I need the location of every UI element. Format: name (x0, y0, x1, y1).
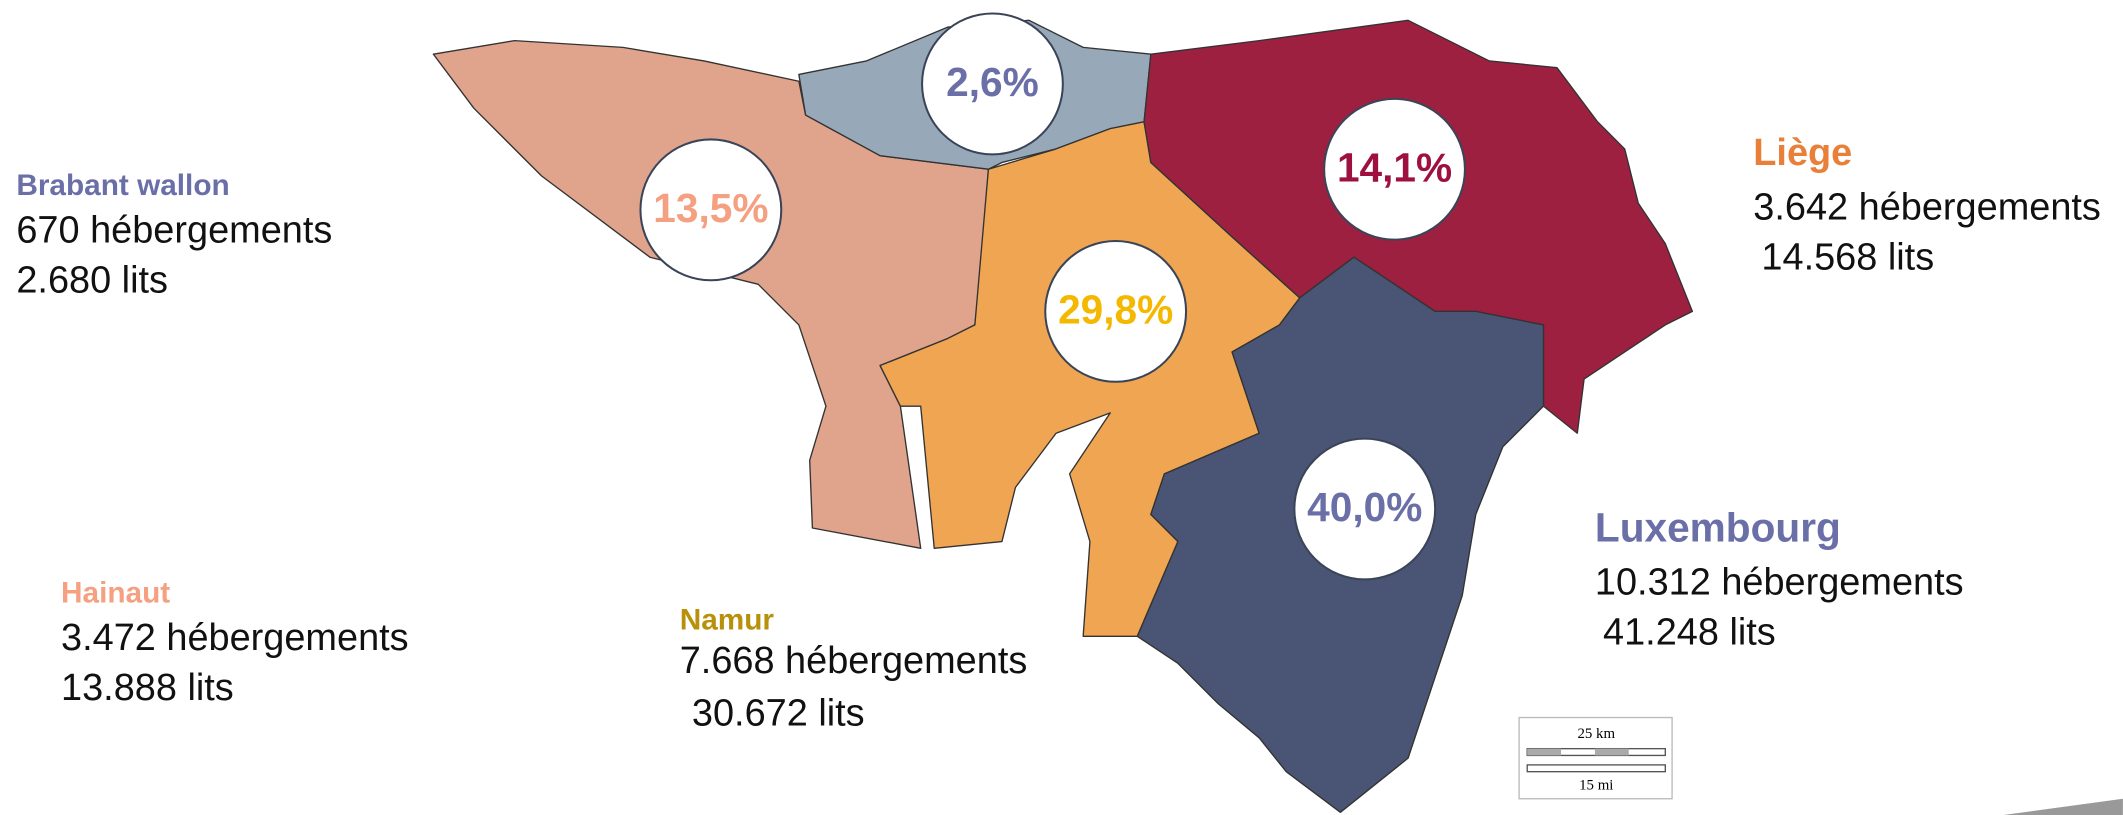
share-label: 14,1% (1337, 144, 1452, 190)
scale-mi: 15 mi (1579, 777, 1613, 793)
province-lits: 30.672 lits (692, 693, 865, 735)
province-name: Luxembourg (1595, 505, 1841, 551)
province-name: Namur (680, 604, 775, 637)
scale-km: 25 km (1577, 726, 1615, 742)
share-label: 2,6% (946, 59, 1039, 105)
province-name: Brabant wallon (16, 169, 229, 202)
share-circle (1044, 239, 1188, 383)
share-circle (1323, 97, 1466, 241)
province-hebergements: 10.312 hébergements (1595, 561, 1964, 603)
share-circle (1293, 437, 1437, 581)
corner-shape (2003, 798, 2123, 815)
province-lits: 2.680 lits (16, 259, 168, 301)
province-hebergements: 3.472 hébergements (61, 617, 409, 659)
province-hebergements: 7.668 hébergements (680, 640, 1028, 682)
share-circle (921, 12, 1064, 156)
province-hebergements: 3.642 hébergements (1753, 186, 2101, 228)
province-name: Hainaut (61, 576, 170, 609)
province-name: Liège (1753, 132, 1852, 174)
province-lits: 14.568 lits (1761, 236, 1934, 278)
province-lits: 41.248 lits (1603, 611, 1776, 653)
share-label: 29,8% (1058, 286, 1173, 332)
province-lits: 13.888 lits (61, 667, 234, 709)
share-label: 40,0% (1307, 484, 1422, 530)
province-hebergements: 670 hébergements (16, 209, 332, 251)
share-circle (639, 138, 783, 282)
share-label: 13,5% (653, 185, 768, 231)
scale-bar: 25 km 15 mi (1518, 716, 1673, 800)
